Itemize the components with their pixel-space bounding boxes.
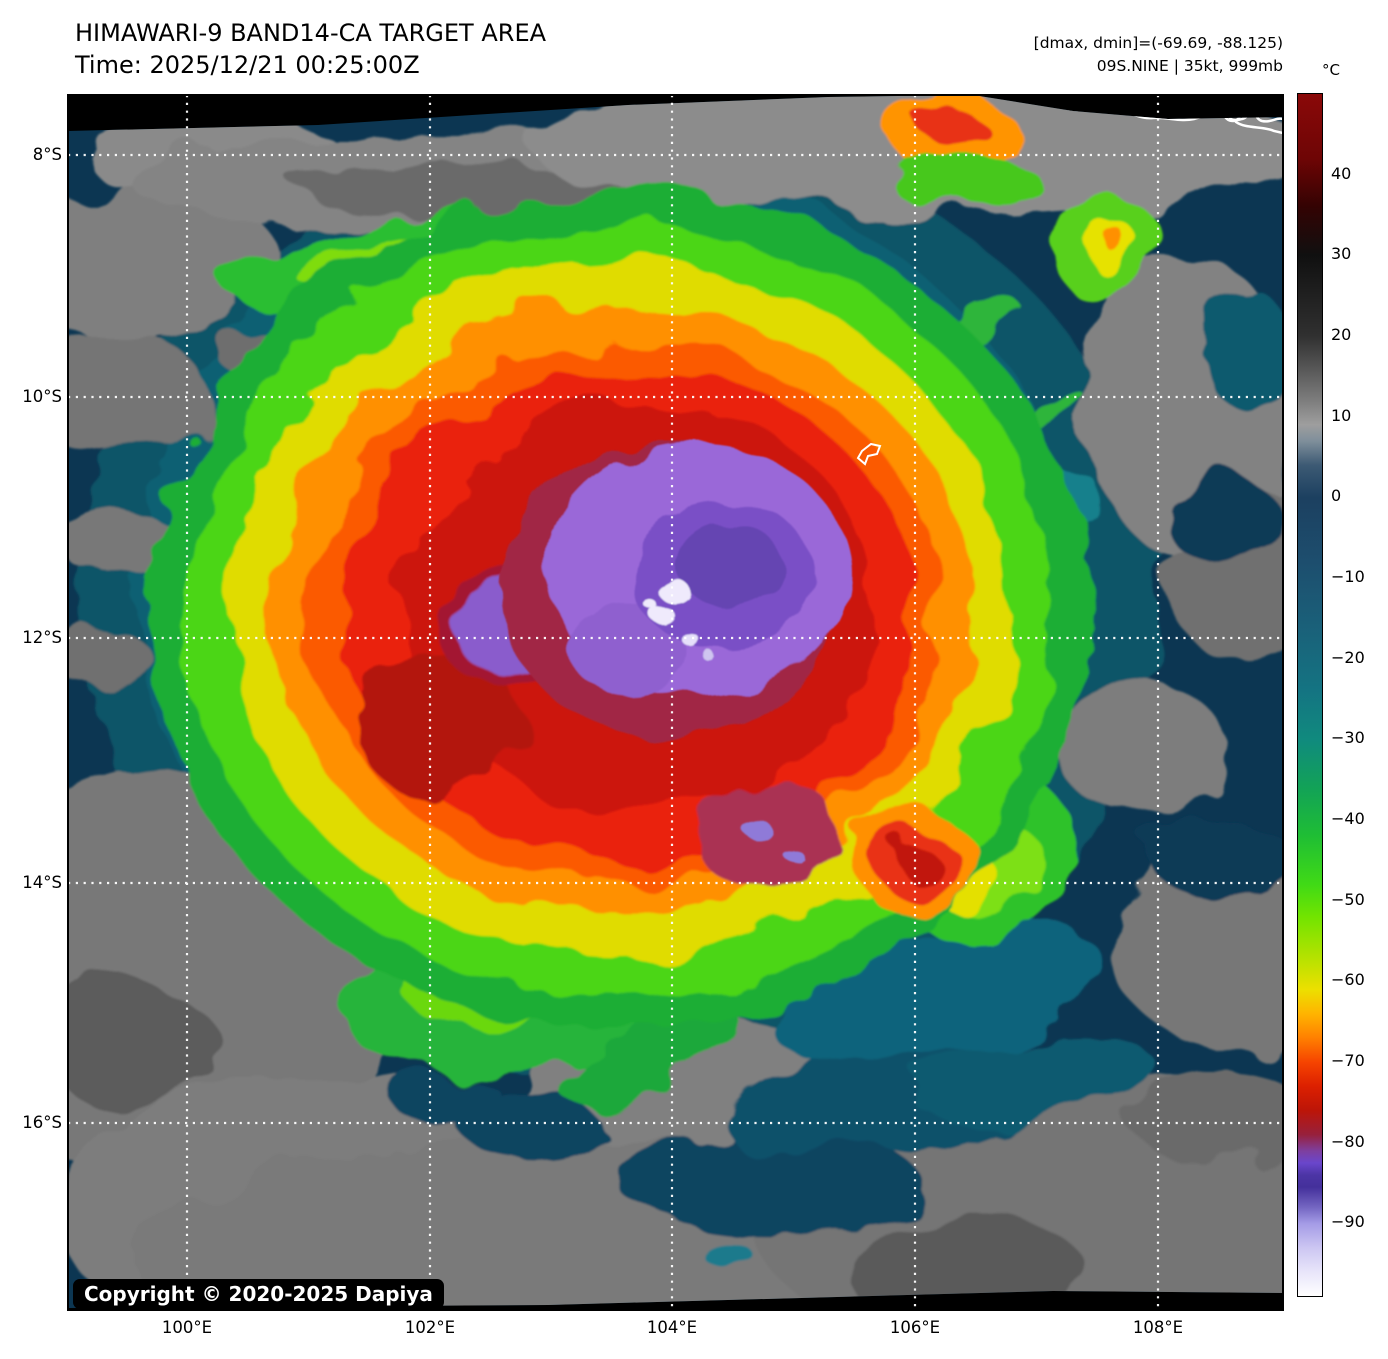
colorbar-tick-label: −20 xyxy=(1331,647,1365,667)
lon-tick-label: 108°E xyxy=(1132,1318,1184,1337)
lon-tick-label: 106°E xyxy=(889,1318,941,1337)
colorbar-tick-label: 40 xyxy=(1331,163,1352,183)
colorbar-tick-label: 0 xyxy=(1331,486,1342,506)
storm-info-annotation: 09S.NINE | 35kt, 999mb xyxy=(1096,57,1283,75)
satellite-data-region xyxy=(68,95,1283,1308)
colorbar xyxy=(1297,93,1323,1297)
colorbar-tick-label: −40 xyxy=(1331,809,1365,829)
colorbar-tick-label: 30 xyxy=(1331,244,1352,264)
lat-tick-label: 10°S xyxy=(22,387,62,406)
lon-tick-label: 104°E xyxy=(646,1318,698,1337)
lat-tick-label: 8°S xyxy=(32,145,62,164)
lat-tick-label: 12°S xyxy=(22,628,62,647)
plot-title: HIMAWARI-9 BAND14-CA TARGET AREA xyxy=(75,19,547,47)
satellite-map: Copyright © 2020-2025 Dapiya xyxy=(67,94,1284,1311)
island-outline xyxy=(856,442,882,466)
lon-tick-label: 100°E xyxy=(161,1318,213,1337)
lat-tick-label: 16°S xyxy=(22,1113,62,1132)
colorbar-tick-label: −50 xyxy=(1331,889,1365,909)
colorbar-unit-label: °C xyxy=(1322,61,1340,79)
axes-frame xyxy=(68,95,1283,1310)
colorbar-tick-label: −10 xyxy=(1331,567,1365,587)
colorbar-tick-label: 10 xyxy=(1331,405,1352,425)
colorbar-tick-label: −70 xyxy=(1331,1051,1365,1071)
colorbar-tick-label: −90 xyxy=(1331,1212,1365,1232)
colorbar-tick-label: −30 xyxy=(1331,728,1365,748)
dmax-dmin-annotation: [dmax, dmin]=(-69.69, -88.125) xyxy=(1033,34,1283,52)
lat-tick-label: 14°S xyxy=(22,873,62,892)
copyright-badge: Copyright © 2020-2025 Dapiya xyxy=(73,1279,444,1309)
lon-tick-label: 102°E xyxy=(404,1318,456,1337)
plot-timestamp: Time: 2025/12/21 00:25:00Z xyxy=(75,51,420,79)
colorbar-tick-label: 20 xyxy=(1331,325,1352,344)
colorbar-tick-label: −60 xyxy=(1331,970,1365,990)
colorbar-tick-label: −80 xyxy=(1331,1131,1365,1151)
satellite-image xyxy=(68,95,1283,1310)
